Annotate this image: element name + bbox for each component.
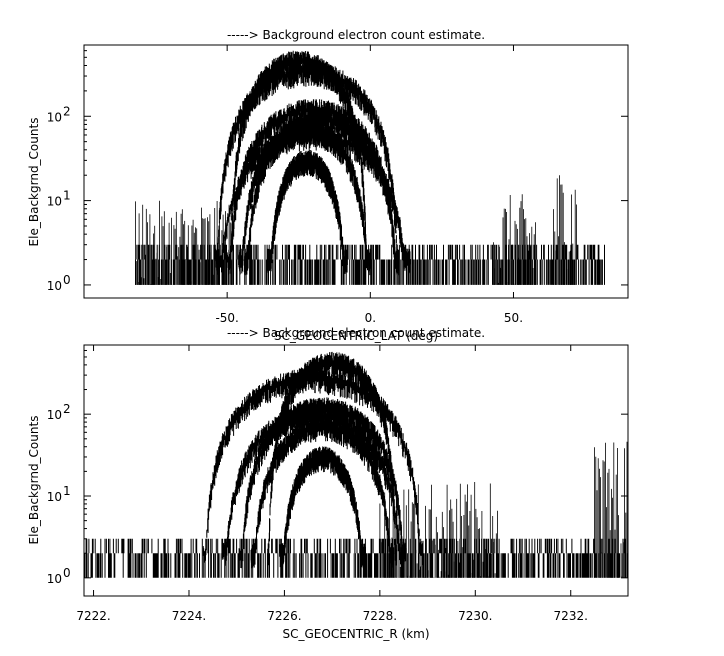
y-tick-exponent: 2 [63,104,71,118]
x-tick-label: 7226. [267,609,301,623]
chart-panel-radius: -----> Background electron count estimat… [27,326,629,641]
y-tick-label: 10 [47,279,62,293]
x-tick-label: 7232. [554,609,588,623]
series-arc-6 [279,446,366,569]
y-tick-label: 10 [47,490,62,504]
y-tick-exponent: 1 [63,189,71,203]
y-tick-label: 10 [47,572,62,586]
y-tick-exponent: 1 [63,484,71,498]
chart-panel-latitude: -----> Background electron count estimat… [27,28,629,343]
series-arc-6 [215,124,411,275]
spike-segment-2 [493,194,536,285]
x-axis-label: SC_GEOCENTRIC_LAT (deg) [274,329,438,343]
plot-frame [83,344,629,597]
noise-floor-series [83,538,629,578]
plot-frame [83,44,629,299]
x-axis-label: SC_GEOCENTRIC_R (km) [283,627,430,641]
spike-segment-2 [594,441,628,578]
x-tick-label: 7230. [458,609,492,623]
y-axis-label: Ele_Backgrnd_Counts [27,416,41,545]
data-layer [135,50,605,285]
y-tick-label: 10 [47,408,62,422]
y-tick-exponent: 0 [63,273,71,287]
data-layer [83,351,629,578]
x-tick-label: 7224. [172,609,206,623]
x-tick-label: 50. [504,311,523,325]
y-axis-label: Ele_Backgrnd_Counts [27,118,41,247]
series-arc-2 [202,368,424,568]
spike-segment-3 [553,175,577,285]
y-tick-label: 10 [47,110,62,124]
x-tick-label: 7228. [363,609,397,623]
series-arc-5 [250,416,395,569]
y-tick-exponent: 0 [63,566,71,580]
x-tick-label: 0. [365,311,376,325]
spike-segment-1 [379,482,500,578]
x-tick-label: 7222. [76,609,110,623]
x-tick-label: -50. [215,311,238,325]
y-tick-label: 10 [47,195,62,209]
series-arc-7 [266,149,348,275]
y-tick-exponent: 2 [63,402,71,416]
chart-title: -----> Background electron count estimat… [227,326,485,340]
chart-title: -----> Background electron count estimat… [227,28,485,42]
